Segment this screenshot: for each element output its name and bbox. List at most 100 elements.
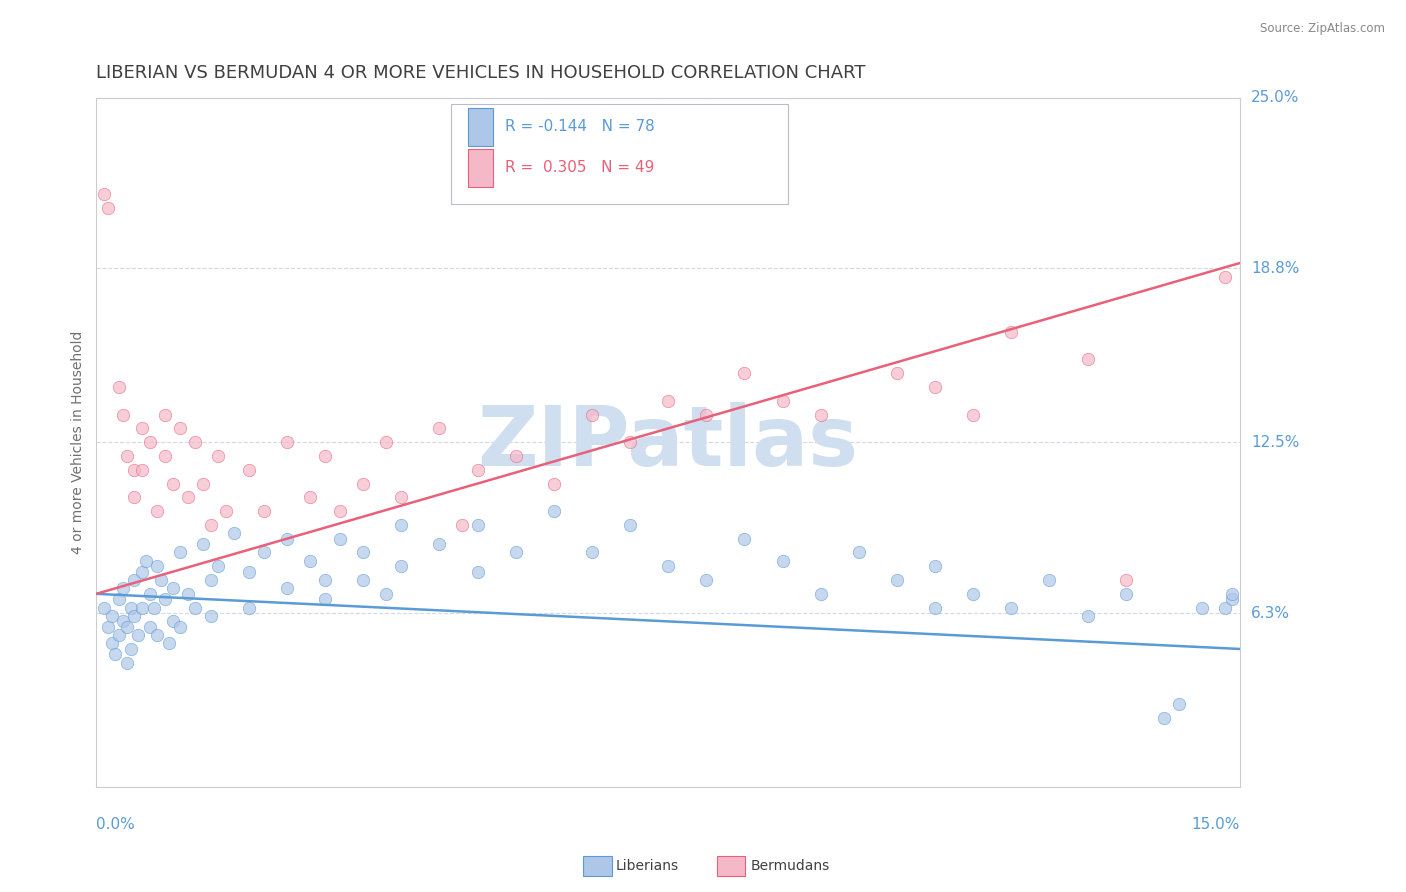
Point xyxy=(329,532,352,546)
Point xyxy=(810,587,832,601)
Text: 25.0%: 25.0% xyxy=(1251,90,1299,105)
Point xyxy=(238,565,260,579)
Point xyxy=(467,463,489,477)
Text: 12.5%: 12.5% xyxy=(1251,434,1299,450)
Point xyxy=(375,587,398,601)
Text: LIBERIAN VS BERMUDAN 4 OR MORE VEHICLES IN HOUSEHOLD CORRELATION CHART: LIBERIAN VS BERMUDAN 4 OR MORE VEHICLES … xyxy=(97,64,866,82)
Point xyxy=(131,421,153,435)
Point xyxy=(112,615,135,629)
Point xyxy=(581,545,603,559)
Text: R = -0.144   N = 78: R = -0.144 N = 78 xyxy=(505,119,654,134)
Point xyxy=(112,582,135,596)
Point xyxy=(886,573,908,587)
Point xyxy=(108,592,131,607)
Point xyxy=(962,408,984,422)
Point xyxy=(100,608,122,623)
Point xyxy=(93,600,115,615)
Text: Source: ZipAtlas.com: Source: ZipAtlas.com xyxy=(1260,22,1385,36)
Point xyxy=(157,636,180,650)
Point xyxy=(100,636,122,650)
Point xyxy=(298,554,321,568)
Point xyxy=(162,615,184,629)
Point xyxy=(177,491,200,505)
Point xyxy=(429,421,451,435)
Point xyxy=(184,600,207,615)
Point xyxy=(222,526,245,541)
Point xyxy=(619,435,641,450)
Point xyxy=(153,449,176,463)
Point xyxy=(695,573,717,587)
Point xyxy=(581,408,603,422)
Text: 0.0%: 0.0% xyxy=(97,817,135,832)
Point xyxy=(131,565,153,579)
Point xyxy=(276,435,298,450)
Point xyxy=(1000,600,1022,615)
Point xyxy=(314,573,336,587)
Point xyxy=(1222,587,1244,601)
Point xyxy=(238,600,260,615)
Point xyxy=(467,565,489,579)
Point xyxy=(1038,573,1060,587)
Point xyxy=(184,435,207,450)
Point xyxy=(138,435,160,450)
Point xyxy=(352,476,374,491)
Point xyxy=(200,573,222,587)
Point xyxy=(1168,697,1191,711)
Point xyxy=(253,504,276,518)
Point xyxy=(112,408,135,422)
Text: ZIPatlas: ZIPatlas xyxy=(478,401,859,483)
Point xyxy=(352,545,374,559)
Point xyxy=(962,587,984,601)
Point xyxy=(298,491,321,505)
Point xyxy=(253,545,276,559)
Point xyxy=(1077,352,1099,367)
Point xyxy=(124,491,146,505)
Point xyxy=(389,491,412,505)
Point xyxy=(375,435,398,450)
Point xyxy=(138,587,160,601)
Point xyxy=(352,573,374,587)
Point xyxy=(1222,592,1244,607)
Point xyxy=(131,600,153,615)
Point xyxy=(146,504,169,518)
Point xyxy=(1077,608,1099,623)
Point xyxy=(276,532,298,546)
Point xyxy=(162,582,184,596)
Text: 18.8%: 18.8% xyxy=(1251,261,1299,276)
Point xyxy=(1191,600,1213,615)
Point xyxy=(115,449,138,463)
Point xyxy=(191,476,214,491)
Point xyxy=(451,517,474,532)
Point xyxy=(153,408,176,422)
Text: Bermudans: Bermudans xyxy=(751,859,830,873)
Point xyxy=(120,642,142,657)
Point xyxy=(329,504,352,518)
Point xyxy=(200,608,222,623)
Point xyxy=(131,463,153,477)
Point xyxy=(619,517,641,532)
Point xyxy=(1115,587,1137,601)
Point xyxy=(543,504,565,518)
Point xyxy=(467,517,489,532)
Point xyxy=(153,592,176,607)
Point xyxy=(124,463,146,477)
Point xyxy=(169,620,191,634)
Point xyxy=(886,366,908,380)
Text: R =  0.305   N = 49: R = 0.305 N = 49 xyxy=(505,161,654,176)
Point xyxy=(657,559,679,574)
Point xyxy=(924,380,946,394)
Point xyxy=(169,421,191,435)
Point xyxy=(108,380,131,394)
Point xyxy=(314,449,336,463)
Point xyxy=(695,408,717,422)
Point xyxy=(1000,325,1022,339)
Bar xyxy=(468,149,494,187)
Point xyxy=(772,554,794,568)
Point xyxy=(734,366,756,380)
Point xyxy=(162,476,184,491)
Point xyxy=(389,559,412,574)
Point xyxy=(1213,600,1236,615)
Point xyxy=(924,559,946,574)
Point xyxy=(97,620,120,634)
Point xyxy=(146,628,169,642)
